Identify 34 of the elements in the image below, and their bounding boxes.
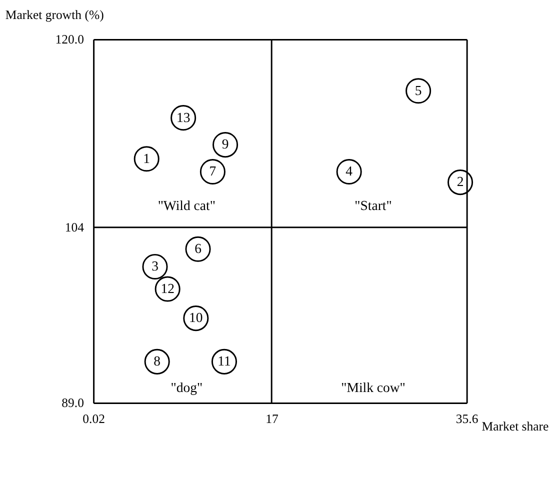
x-tick-label: 0.02 (82, 412, 105, 426)
annotation: 12 (160, 280, 175, 296)
point (134, 146, 160, 172)
point (336, 159, 362, 185)
y-tick-label: 89.0 (62, 396, 84, 410)
annotation: "dog" (170, 380, 203, 395)
annotation: 9 (222, 136, 229, 152)
annotation: 11 (218, 354, 231, 369)
annotation: "Start" (354, 198, 392, 214)
point (406, 78, 432, 104)
y-tick-label: 104 (64, 220, 85, 234)
annotation: 13 (176, 110, 190, 125)
annotation: 3 (152, 258, 159, 274)
x-tick-label: 35.6 (456, 412, 478, 426)
point (200, 159, 226, 185)
annotation: "Milk cow" (341, 380, 406, 395)
point (142, 254, 168, 280)
x-tick-label: 17 (266, 412, 278, 426)
y-axis-title: Market growth (%) (5, 8, 104, 22)
annotation: 7 (209, 164, 216, 179)
point (448, 170, 474, 196)
x-axis-title: Market share (482, 420, 550, 434)
annotation: 1 (143, 150, 150, 166)
annotation: 6 (194, 241, 202, 256)
annotation: 2 (456, 174, 464, 190)
y-tick-label: 120.0 (55, 32, 84, 47)
point (212, 132, 238, 158)
annotation: 8 (154, 354, 161, 369)
annotation: "Wild cat" (158, 198, 216, 214)
annotation: 5 (414, 82, 422, 98)
point (144, 348, 170, 374)
point (185, 236, 211, 262)
annotation: 10 (189, 310, 203, 326)
annotation: 4 (346, 164, 353, 179)
